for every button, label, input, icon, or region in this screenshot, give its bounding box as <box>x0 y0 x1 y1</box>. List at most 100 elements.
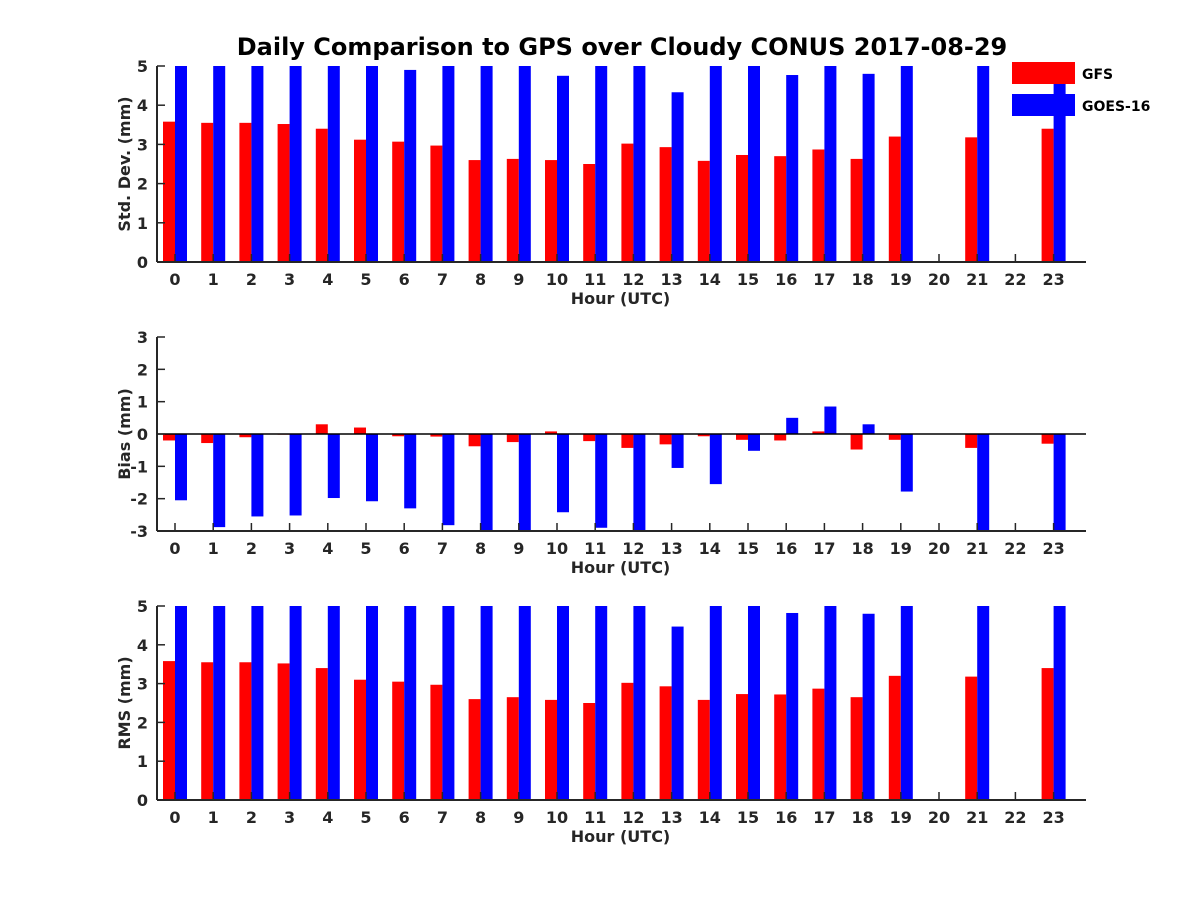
x-tick-label: 5 <box>360 270 371 289</box>
bar-goes-16-hour-21 <box>977 434 990 531</box>
bar-goes-16-hour-12 <box>633 434 646 531</box>
x-tick-label: 16 <box>775 539 797 558</box>
bar-goes-16-hour-1 <box>213 434 226 528</box>
x-tick-label: 0 <box>169 539 180 558</box>
bar-goes-16-hour-21 <box>977 66 990 262</box>
y-tick-label: -1 <box>130 457 148 476</box>
y-tick-label: 3 <box>137 675 148 694</box>
bar-gfs-hour-8 <box>468 160 481 262</box>
bar-goes-16-hour-2 <box>251 66 264 262</box>
bar-gfs-hour-18 <box>850 434 863 450</box>
x-tick-label: 3 <box>284 270 295 289</box>
bar-goes-16-hour-11 <box>595 66 608 262</box>
x-tick-label: 23 <box>1042 539 1064 558</box>
bar-goes-16-hour-8 <box>480 434 493 531</box>
bar-goes-16-hour-0 <box>175 434 187 501</box>
x-tick-label: 6 <box>399 539 410 558</box>
bar-gfs-hour-21 <box>965 676 978 800</box>
bar-goes-16-hour-1 <box>213 606 226 800</box>
x-tick-label: 20 <box>928 808 950 827</box>
x-tick-label: 6 <box>399 270 410 289</box>
y-tick-label: 2 <box>137 175 148 194</box>
x-tick-label: 2 <box>246 808 257 827</box>
x-tick-label: 0 <box>169 808 180 827</box>
y-tick-label: 5 <box>137 597 148 616</box>
y-tick-label: 1 <box>137 393 148 412</box>
bar-goes-16-hour-21 <box>977 606 990 800</box>
bar-goes-16-hour-9 <box>518 434 531 531</box>
bar-goes-16-hour-0 <box>175 606 187 800</box>
bar-gfs-hour-23 <box>1041 434 1054 444</box>
bar-gfs-hour-6 <box>392 434 405 437</box>
x-tick-label: 9 <box>513 808 524 827</box>
x-tick-label: 20 <box>928 539 950 558</box>
bar-goes-16-hour-7 <box>442 66 455 262</box>
bar-goes-16-hour-16 <box>786 417 799 434</box>
bar-goes-16-hour-4 <box>327 606 340 800</box>
bar-gfs-hour-19 <box>888 136 901 262</box>
bar-gfs-hour-3 <box>277 124 290 263</box>
bar-gfs-hour-16 <box>774 694 787 800</box>
bar-goes-16-hour-12 <box>633 606 646 800</box>
y-tick-label: 1 <box>137 214 148 233</box>
x-tick-label: 7 <box>437 270 448 289</box>
y-tick-label: 4 <box>137 96 148 115</box>
y-tick-label: 5 <box>137 57 148 76</box>
bar-gfs-hour-0 <box>163 661 175 800</box>
bar-gfs-hour-2 <box>239 122 252 262</box>
bar-gfs-hour-8 <box>468 699 481 800</box>
y-axis-label: Bias (mm) <box>115 388 134 480</box>
x-tick-label: 10 <box>546 270 568 289</box>
bar-goes-16-hour-3 <box>289 434 302 516</box>
x-tick-label: 21 <box>966 539 988 558</box>
bar-goes-16-hour-0 <box>175 66 187 262</box>
x-tick-label: 18 <box>851 539 873 558</box>
bar-goes-16-hour-19 <box>900 66 913 262</box>
bar-gfs-hour-12 <box>621 143 634 262</box>
x-tick-label: 1 <box>208 808 219 827</box>
x-tick-label: 10 <box>546 808 568 827</box>
bar-gfs-hour-17 <box>812 688 825 800</box>
bar-gfs-hour-15 <box>736 434 748 440</box>
bar-gfs-hour-12 <box>621 682 634 800</box>
x-tick-label: 15 <box>737 270 759 289</box>
bar-goes-16-hour-23 <box>1053 434 1066 531</box>
x-tick-label: 9 <box>513 270 524 289</box>
bar-goes-16-hour-1 <box>213 66 226 262</box>
bar-gfs-hour-12 <box>621 434 634 448</box>
x-tick-label: 21 <box>966 808 988 827</box>
x-tick-label: 11 <box>584 539 606 558</box>
legend-label-gfs: GFS <box>1082 67 1113 83</box>
bar-gfs-hour-21 <box>965 137 978 262</box>
x-tick-label: 22 <box>1004 808 1026 827</box>
bar-goes-16-hour-15 <box>748 434 760 451</box>
bar-goes-16-hour-16 <box>786 612 799 800</box>
bar-goes-16-hour-17 <box>824 66 837 262</box>
bar-goes-16-hour-6 <box>404 69 417 262</box>
bar-gfs-hour-15 <box>736 154 748 262</box>
x-tick-label: 3 <box>284 539 295 558</box>
bar-gfs-hour-9 <box>506 697 519 800</box>
bar-goes-16-hour-5 <box>366 66 378 262</box>
bar-goes-16-hour-9 <box>518 606 531 800</box>
bar-goes-16-hour-13 <box>671 626 684 800</box>
bar-goes-16-hour-5 <box>366 606 378 800</box>
bar-gfs-hour-17 <box>812 431 825 434</box>
x-tick-label: 4 <box>322 539 333 558</box>
legend-swatch-goes-16 <box>1012 94 1075 116</box>
bar-goes-16-hour-3 <box>289 66 302 262</box>
x-tick-label: 6 <box>399 808 410 827</box>
bar-gfs-hour-5 <box>354 679 366 800</box>
bar-goes-16-hour-17 <box>824 406 837 434</box>
bar-goes-16-hour-10 <box>557 75 569 262</box>
bar-gfs-hour-9 <box>506 158 519 262</box>
bar-gfs-hour-10 <box>545 431 557 434</box>
x-tick-label: 11 <box>584 270 606 289</box>
x-axis-label: Hour (UTC) <box>571 558 671 577</box>
bar-gfs-hour-0 <box>163 121 175 262</box>
y-tick-label: 3 <box>137 328 148 347</box>
bar-goes-16-hour-10 <box>557 434 569 513</box>
bar-gfs-hour-14 <box>697 160 710 262</box>
